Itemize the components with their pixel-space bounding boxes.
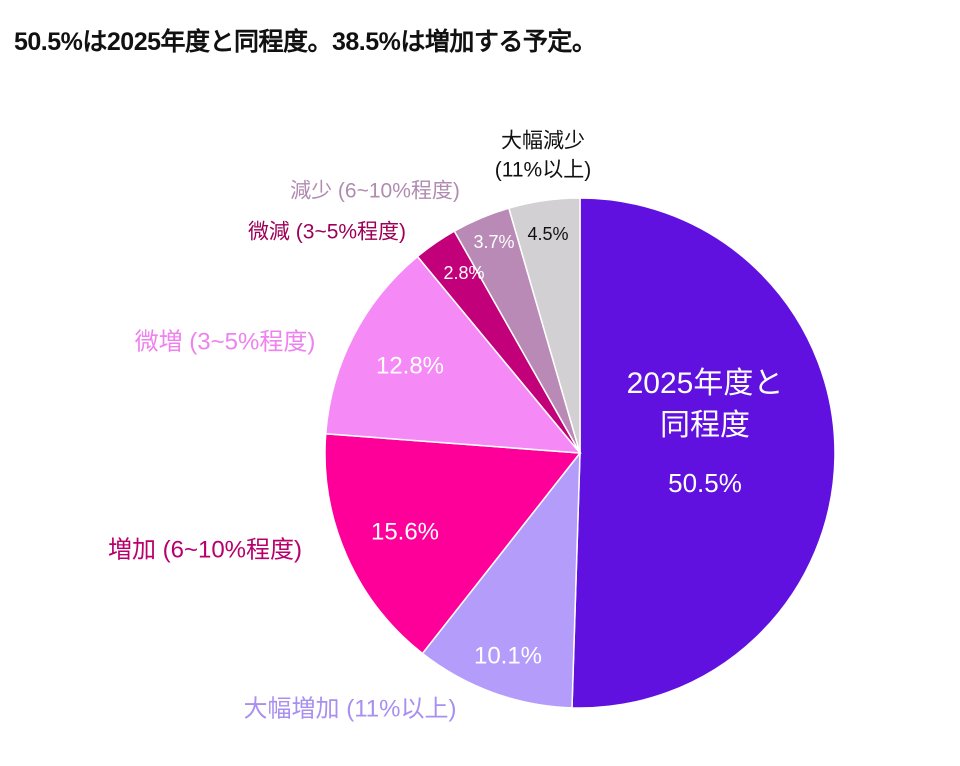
slice-value-label: 4.5%	[527, 224, 568, 244]
slice-category-label: 2025年度と	[627, 367, 784, 400]
slice-category-label: 微減 (3~5%程度)	[248, 221, 406, 244]
slice-category-label: (11%以上)	[495, 159, 591, 182]
slice-value-label: 15.6%	[371, 518, 439, 545]
slice-category-label: 大幅増加 (11%以上)	[244, 695, 457, 722]
pie-slice	[571, 197, 836, 709]
slice-category-label: 微増 (3~5%程度)	[135, 328, 316, 355]
slice-category-label: 減少 (6~10%程度)	[290, 180, 460, 203]
slice-category-label: 同程度	[660, 409, 750, 442]
pie-slice	[507, 197, 581, 454]
pie-slice	[324, 432, 582, 655]
slice-category-label: 増加 (6~10%程度)	[108, 536, 302, 563]
pie-slice	[421, 450, 581, 709]
slice-value-label: 12.8%	[376, 352, 444, 379]
slice-value-label: 10.1%	[474, 642, 542, 669]
chart-title: 50.5%は2025年度と同程度。38.5%は増加する予定。	[14, 28, 597, 56]
slice-category-label: 大幅減少	[501, 130, 585, 153]
pie-slice	[324, 255, 582, 454]
slice-value-label: 3.7%	[473, 232, 514, 252]
slice-value-label: 50.5%	[668, 468, 742, 498]
slice-value-label: 2.8%	[443, 263, 484, 283]
